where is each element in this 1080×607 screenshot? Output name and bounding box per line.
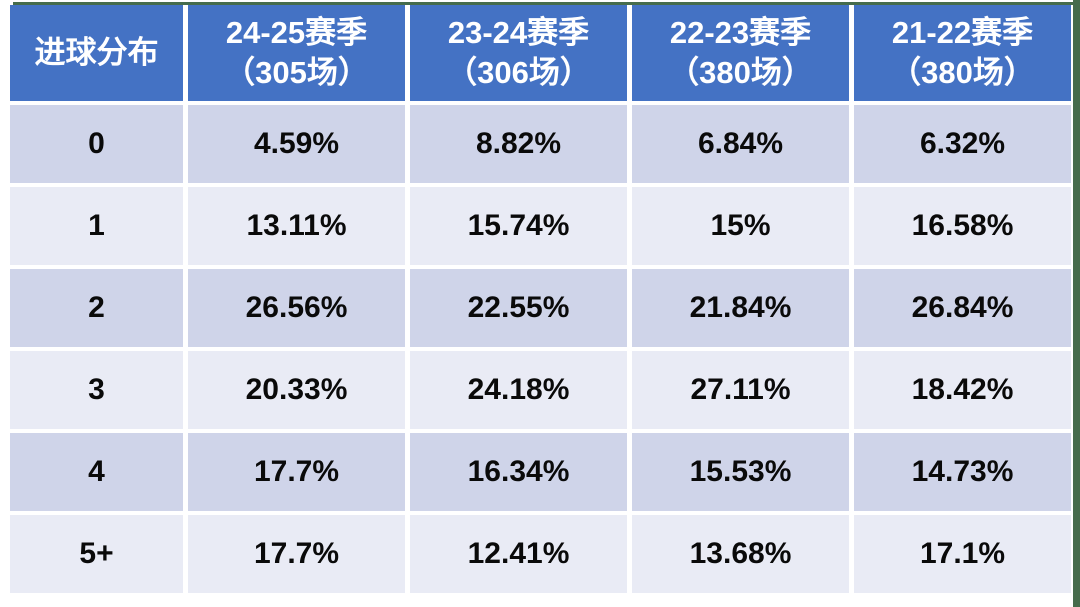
value-cell: 22.55% xyxy=(410,269,627,347)
goal-distribution-table: 进球分布 24-25赛季 （305场） 23-24赛季 （306场） 22-23… xyxy=(5,1,1076,597)
value-cell: 6.32% xyxy=(854,105,1071,183)
header-label: 进球分布 xyxy=(34,35,159,70)
row-label-cell: 2 xyxy=(10,269,183,347)
value-cell: 26.56% xyxy=(188,269,405,347)
value-cell: 8.82% xyxy=(410,105,627,183)
value-cell: 15% xyxy=(632,187,849,265)
value-cell: 4.59% xyxy=(188,105,405,183)
header-label: 24-25赛季 xyxy=(225,15,368,50)
header-cell-season-22-23: 22-23赛季 （380场） xyxy=(632,5,849,101)
row-label-cell: 1 xyxy=(10,187,183,265)
header-sublabel: （306场） xyxy=(446,55,591,90)
header-cell-goal-distribution: 进球分布 xyxy=(10,5,183,101)
value-cell: 12.41% xyxy=(410,515,627,593)
table-row-goals-4: 4 17.7% 16.34% 15.53% 14.73% xyxy=(10,433,1071,511)
goal-distribution-table-wrap: 进球分布 24-25赛季 （305场） 23-24赛季 （306场） 22-23… xyxy=(5,1,1076,597)
header-row: 进球分布 24-25赛季 （305场） 23-24赛季 （306场） 22-23… xyxy=(10,5,1071,101)
value-cell: 27.11% xyxy=(632,351,849,429)
header-sublabel: （380场） xyxy=(668,55,813,90)
table-row-goals-0: 0 4.59% 8.82% 6.84% 6.32% xyxy=(10,105,1071,183)
value-cell: 17.7% xyxy=(188,515,405,593)
table-row-goals-5plus: 5+ 17.7% 12.41% 13.68% 17.1% xyxy=(10,515,1071,593)
value-cell: 13.68% xyxy=(632,515,849,593)
header-cell-season-23-24: 23-24赛季 （306场） xyxy=(410,5,627,101)
value-cell: 20.33% xyxy=(188,351,405,429)
value-cell: 6.84% xyxy=(632,105,849,183)
header-cell-season-24-25: 24-25赛季 （305场） xyxy=(188,5,405,101)
table-row-goals-2: 2 26.56% 22.55% 21.84% 26.84% xyxy=(10,269,1071,347)
value-cell: 15.53% xyxy=(632,433,849,511)
value-cell: 13.11% xyxy=(188,187,405,265)
value-cell: 17.1% xyxy=(854,515,1071,593)
header-cell-season-21-22: 21-22赛季 （380场） xyxy=(854,5,1071,101)
cropped-background-top-line xyxy=(13,2,1073,5)
row-label-cell: 5+ xyxy=(10,515,183,593)
row-label-cell: 3 xyxy=(10,351,183,429)
value-cell: 24.18% xyxy=(410,351,627,429)
header-label: 22-23赛季 xyxy=(669,15,812,50)
cropped-background-right-strip xyxy=(1073,0,1080,607)
value-cell: 18.42% xyxy=(854,351,1071,429)
value-cell: 26.84% xyxy=(854,269,1071,347)
value-cell: 21.84% xyxy=(632,269,849,347)
value-cell: 15.74% xyxy=(410,187,627,265)
row-label-cell: 0 xyxy=(10,105,183,183)
value-cell: 14.73% xyxy=(854,433,1071,511)
value-cell: 17.7% xyxy=(188,433,405,511)
header-sublabel: （305场） xyxy=(224,55,369,90)
table-row-goals-3: 3 20.33% 24.18% 27.11% 18.42% xyxy=(10,351,1071,429)
row-label-cell: 4 xyxy=(10,433,183,511)
table-row-goals-1: 1 13.11% 15.74% 15% 16.58% xyxy=(10,187,1071,265)
header-label: 23-24赛季 xyxy=(447,15,590,50)
header-label: 21-22赛季 xyxy=(891,15,1034,50)
value-cell: 16.34% xyxy=(410,433,627,511)
value-cell: 16.58% xyxy=(854,187,1071,265)
header-sublabel: （380场） xyxy=(890,55,1035,90)
